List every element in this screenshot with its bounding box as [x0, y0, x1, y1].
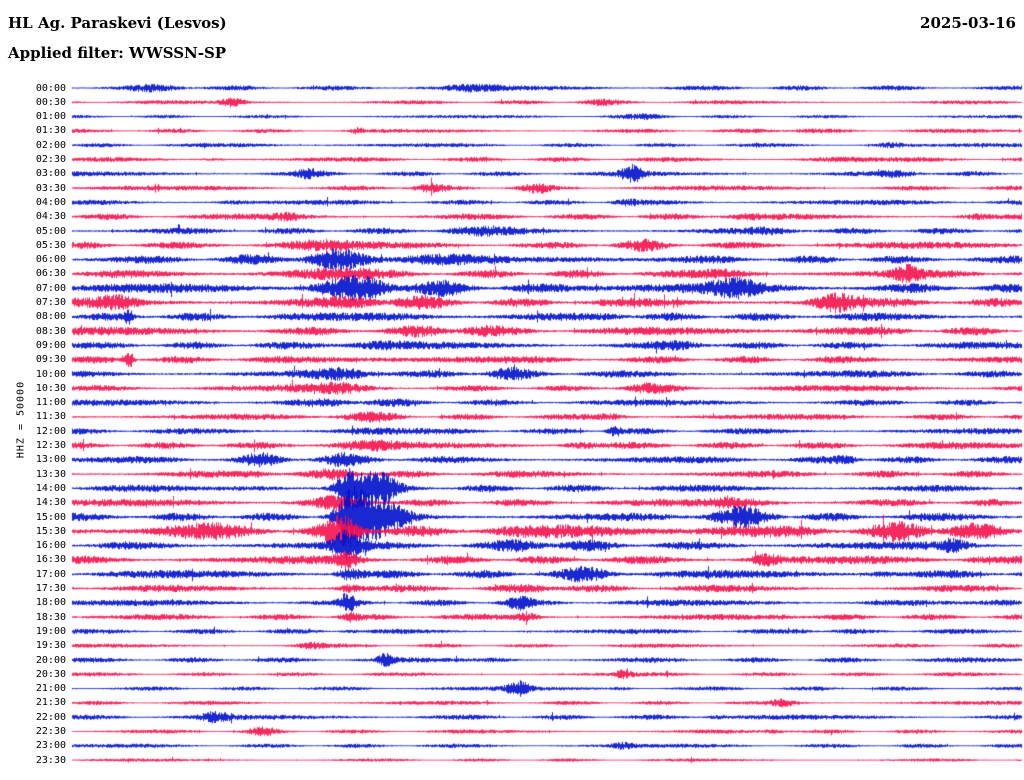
time-label: 18:30 — [35, 611, 66, 623]
filter-label: Applied filter: WWSSN-SP — [8, 44, 227, 62]
time-label: 04:30 — [35, 211, 66, 223]
time-label: 16:30 — [35, 554, 66, 566]
time-label: 12:00 — [35, 425, 66, 437]
time-label: 21:00 — [35, 683, 66, 695]
header-row: HL Ag. Paraskevi (Lesvos) 2025-03-16 — [8, 14, 1016, 32]
time-label: 02:30 — [35, 154, 66, 165]
station-title: HL Ag. Paraskevi (Lesvos) — [8, 14, 227, 32]
time-label: 01:30 — [35, 125, 66, 137]
time-label: 03:30 — [35, 182, 66, 194]
time-label: 07:00 — [35, 282, 66, 294]
time-label: 04:00 — [35, 196, 66, 208]
time-label: 02:00 — [35, 139, 66, 151]
time-label: 23:30 — [35, 754, 66, 766]
time-label: 18:00 — [35, 597, 66, 609]
time-label: 10:00 — [35, 368, 66, 380]
time-label: 23:00 — [35, 740, 66, 752]
time-label: 13:00 — [35, 454, 66, 466]
time-label: 11:00 — [35, 397, 66, 409]
time-label: 12:30 — [35, 440, 66, 451]
time-label: 13:30 — [35, 468, 66, 480]
time-label: 09:30 — [35, 354, 66, 366]
time-label: 20:30 — [35, 668, 66, 680]
time-label: 16:00 — [35, 540, 66, 552]
time-label: 00:00 — [35, 82, 66, 94]
time-label: 14:00 — [35, 482, 66, 494]
time-label: 10:30 — [35, 382, 66, 394]
time-label: 06:30 — [35, 268, 66, 280]
time-label: 03:00 — [35, 168, 66, 180]
time-label: 08:00 — [35, 311, 66, 323]
time-label: 22:30 — [35, 726, 66, 737]
time-label: 07:30 — [35, 297, 66, 308]
time-label: 08:30 — [35, 325, 66, 337]
time-label: 17:00 — [35, 568, 66, 580]
time-label: 17:30 — [35, 583, 66, 594]
time-label: 22:00 — [35, 711, 66, 723]
date-label: 2025-03-16 — [920, 14, 1016, 32]
time-label: 20:00 — [35, 654, 66, 666]
time-label: 14:30 — [35, 497, 66, 509]
time-label: 09:00 — [35, 339, 66, 351]
time-label: 06:00 — [35, 254, 66, 266]
time-label: 15:30 — [35, 525, 66, 537]
time-label: 05:30 — [35, 239, 66, 251]
time-label: 00:30 — [35, 96, 66, 108]
time-label: 05:00 — [35, 225, 66, 237]
time-label: 19:00 — [35, 625, 66, 637]
time-label: 15:00 — [35, 511, 66, 523]
time-label: 01:00 — [35, 111, 66, 123]
time-label: 21:30 — [35, 697, 66, 709]
time-label: 19:30 — [35, 640, 66, 652]
time-label: 11:30 — [35, 411, 66, 423]
